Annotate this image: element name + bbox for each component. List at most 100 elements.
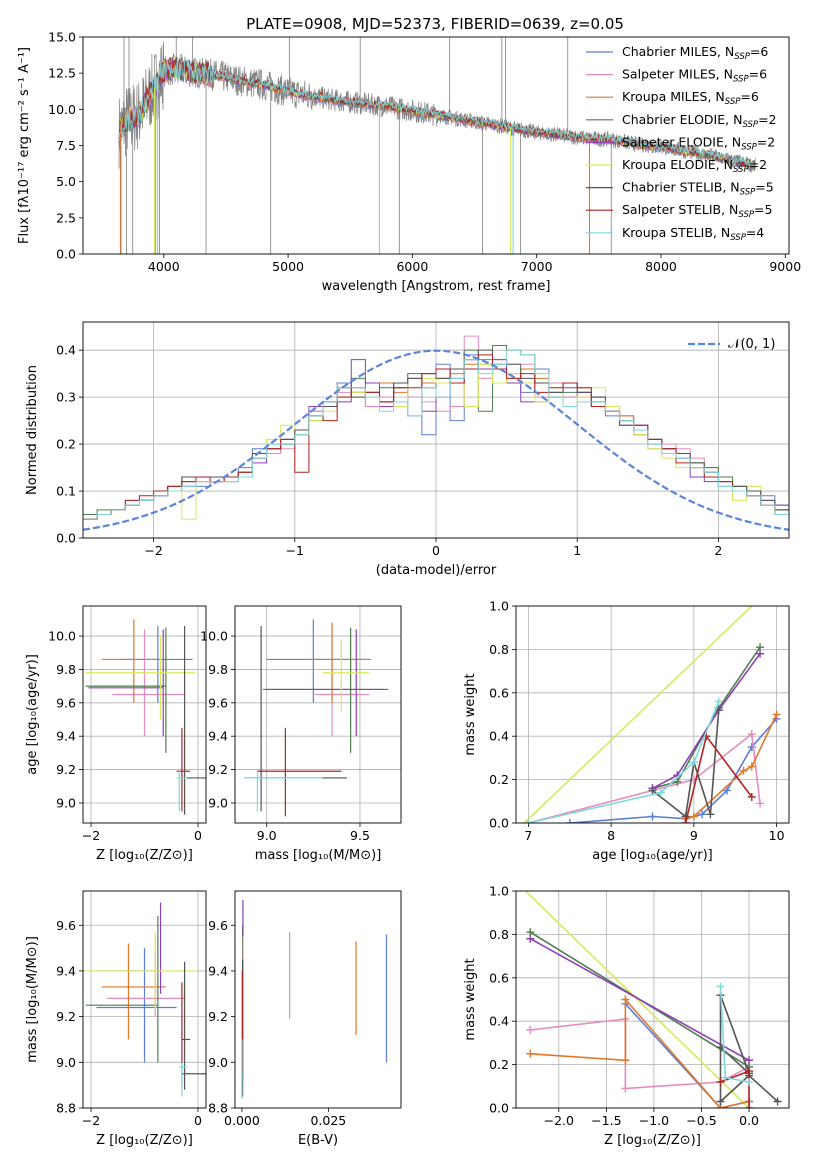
spectrum-plot-area [118, 37, 756, 254]
x-tick-label: 7000 [521, 259, 553, 274]
x-tick-label: 9.0 [257, 828, 277, 843]
y-tick-label: 9.4 [56, 729, 76, 744]
weight-marker [747, 743, 756, 752]
axes-residuals: −2 −1 0 1 2 0.0 0.1 0.2 0.3 0.4 (data-model)/error… [25, 321, 790, 578]
axes-age_vs_Z: −2 0 9.0 9.2 9.4 9.6 9.8 10.0 Z [log₁₀(Z/Z⊙)] age… [25, 605, 207, 863]
x-tick-label: −1.0 [639, 1113, 669, 1128]
weight-series-line [523, 606, 753, 823]
y-tick-label: 9.8 [56, 662, 76, 677]
weight-marker [621, 1056, 630, 1065]
y-tick-label: 0.0 [56, 247, 76, 262]
x-tick-label: 2 [714, 543, 722, 558]
mass_vs_ebv-plot-area [241, 900, 388, 1099]
x-axis-label: mass [log₁₀(M/M⊙)] [255, 848, 382, 863]
y-tick-label: 9.4 [208, 963, 228, 978]
y-tick-label: 0.8 [489, 642, 509, 657]
weight-marker [722, 786, 731, 795]
y-axis-label: mass weight [463, 673, 478, 755]
y-axis-label: mass weight [463, 958, 478, 1040]
x-tick-label: 5000 [272, 259, 304, 274]
x-tick-label: −1.5 [591, 1113, 621, 1128]
legend-label: Kroupa STELIB, NSSP=4 [622, 225, 764, 243]
legend-label: Chabrier ELODIE, NSSP=2 [622, 112, 777, 130]
legend-label: Salpeter ELODIE, NSSP=2 [622, 134, 775, 152]
weight-series-line [528, 732, 761, 823]
x-tick-label: 10 [769, 828, 785, 843]
legend-label: Salpeter STELIB, NSSP=5 [622, 202, 772, 220]
weight-series-line [530, 1018, 750, 1090]
x-tick-label: 0 [194, 828, 202, 843]
weight_vs_age-plot-area [523, 606, 781, 823]
x-tick-label: 0 [432, 543, 440, 558]
y-tick-label: 0.0 [56, 531, 76, 546]
x-tick-label: 4000 [148, 259, 180, 274]
x-tick-label: 8 [607, 828, 615, 843]
weight-marker [656, 788, 665, 797]
y-tick-label: 0.8 [489, 927, 509, 942]
y-tick-label: 1.0 [489, 884, 509, 899]
weight-marker [745, 1077, 754, 1086]
axes-frame [234, 605, 402, 824]
x-tick-label: 0.0 [739, 1113, 759, 1128]
y-tick-label: 0.6 [489, 970, 509, 985]
observed-spectrum-line [118, 41, 756, 173]
weight-series-line [652, 653, 761, 790]
y-tick-label: 0.4 [56, 343, 76, 358]
weight-marker [526, 1049, 535, 1058]
y-tick-label: 0.4 [489, 1014, 509, 1029]
mass_vs_Z-plot-area [85, 902, 206, 1097]
y-tick-label: 9.2 [208, 762, 228, 777]
histogram-step [83, 354, 789, 520]
y-tick-label: 9.2 [56, 1009, 76, 1024]
y-tick-label: 2.5 [56, 210, 76, 225]
y-tick-label: 0.4 [489, 729, 509, 744]
model-spectrum-line [118, 57, 756, 168]
x-tick-label: −0.5 [686, 1113, 716, 1128]
y-tick-label: 8.8 [56, 1101, 76, 1116]
y-tick-label: 5.0 [56, 174, 76, 189]
y-tick-label: 9.4 [208, 729, 228, 744]
weight-series-line [530, 997, 750, 1108]
y-axis-label: Flux [fλ10⁻¹⁷ erg cm⁻² s⁻¹ A⁻¹] [17, 47, 32, 244]
histogram-plot-area [83, 335, 789, 531]
axes-frame [82, 605, 207, 824]
legend-label-gaussian: 𝒩(0, 1) [728, 337, 775, 352]
weight-series-line [524, 891, 750, 1108]
age_vs_Z-plot-area [85, 619, 206, 815]
y-tick-label: 0.0 [489, 816, 509, 831]
y-tick-label: 9.0 [208, 1055, 228, 1070]
weight-series-line [529, 938, 750, 1061]
weight-marker [745, 1056, 754, 1065]
axes-frame [82, 36, 790, 255]
y-tick-label: 9.0 [208, 795, 228, 810]
y-tick-label: 10.0 [48, 629, 76, 644]
y-tick-label: 9.6 [208, 695, 228, 710]
x-tick-label: −2 [144, 543, 162, 558]
weight-marker [756, 649, 765, 658]
x-axis-label: E(B-V) [298, 1133, 338, 1148]
x-tick-label: 7 [524, 828, 532, 843]
weight_vs_Z-plot-area [524, 891, 782, 1108]
weight-marker [747, 730, 756, 739]
y-tick-label: 9.8 [208, 662, 228, 677]
y-tick-label: 0.2 [56, 437, 76, 452]
weight-marker [648, 786, 657, 795]
x-tick-label: 1 [573, 543, 581, 558]
weight-series-line [652, 646, 761, 790]
y-axis-label: mass [log₁₀(M/M⊙)] [25, 936, 40, 1063]
spectrum-legend: Chabrier MILES, NSSP=6 Salpeter MILES, NS… [586, 44, 777, 243]
legend-label: Kroupa ELODIE, NSSP=2 [622, 157, 767, 175]
y-tick-label: 12.5 [48, 66, 76, 81]
y-tick-label: 0.2 [489, 772, 509, 787]
y-axis-label: Normed distribution [25, 365, 40, 495]
x-axis-label: Z [log₁₀(Z/Z⊙)] [96, 848, 193, 863]
y-tick-label: 0.0 [489, 1101, 509, 1116]
x-axis-label: wavelength [Angstrom, rest frame] [322, 279, 551, 294]
weight-marker [565, 819, 574, 823]
x-axis-label: Z [log₁₀(Z/Z⊙)] [96, 1133, 193, 1148]
weight-marker [648, 812, 657, 821]
weight-marker [745, 1067, 754, 1076]
axes-weight_vs_Z: −2.0 −1.5 −1.0 −0.5 0.0 0.0 0.2 0.4 0.6 0.8 1.0 Z [… [463, 884, 790, 1148]
y-tick-label: 7.5 [56, 138, 76, 153]
